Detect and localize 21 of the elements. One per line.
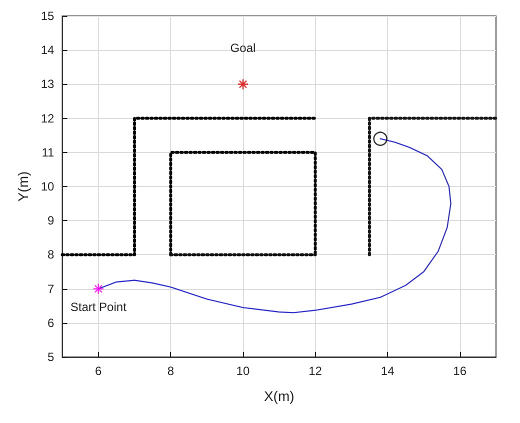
x-tick-label: 16 <box>453 364 467 378</box>
y-tick-label: 12 <box>40 111 55 126</box>
y-tick-label: 5 <box>48 350 55 364</box>
y-tick-label: 6 <box>48 316 55 330</box>
x-tick-label: 10 <box>236 364 250 378</box>
y-tick-label: 13 <box>40 77 55 92</box>
x-axis-title: X(m) <box>264 388 294 404</box>
annotation: Start Point <box>70 300 128 314</box>
y-tick-label: 9 <box>48 214 55 228</box>
y-tick-label: 8 <box>48 248 55 262</box>
x-tick-label: 14 <box>380 364 395 378</box>
annotation: Goal <box>230 41 256 56</box>
x-tick-label: 6 <box>95 364 102 378</box>
y-tick-label: 14 <box>40 43 55 58</box>
x-tick-label: 12 <box>308 364 322 378</box>
y-tick-label: 10 <box>40 180 55 194</box>
x-tick-label: 8 <box>167 364 174 378</box>
y-tick-label: 7 <box>48 282 55 296</box>
y-tick-label: 11 <box>42 145 55 160</box>
y-axis-title: Y(m) <box>15 171 31 202</box>
y-tick-label: 15 <box>40 9 55 23</box>
